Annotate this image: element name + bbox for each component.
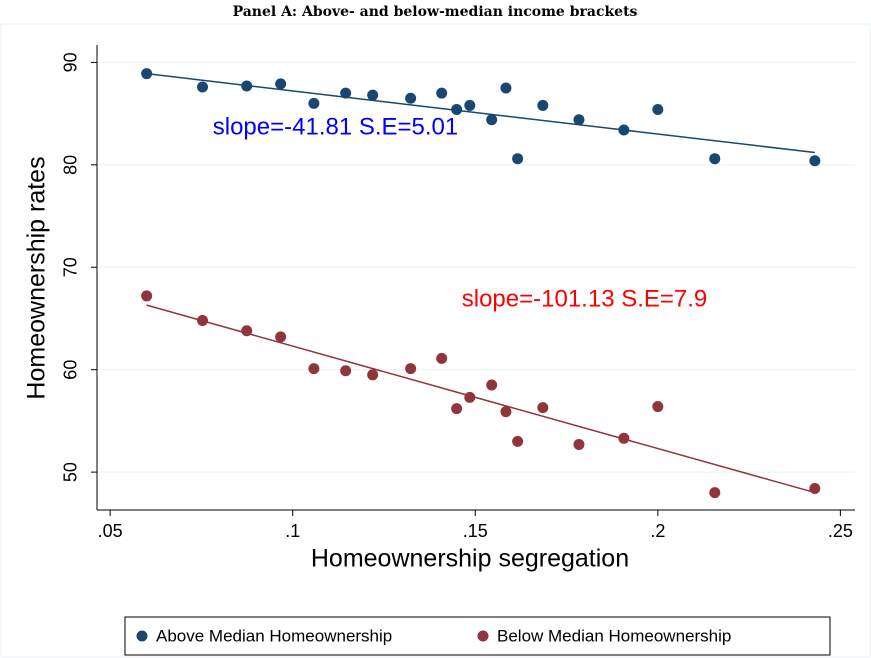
point (405, 92, 417, 104)
point (451, 403, 463, 415)
point (436, 87, 448, 99)
point (652, 104, 664, 116)
point (573, 438, 585, 450)
point (486, 379, 498, 391)
point (308, 97, 320, 109)
x-tick-label: .1 (285, 521, 300, 541)
point (537, 99, 549, 111)
x-tick-label: .05 (98, 521, 123, 541)
x-tick-label: .15 (463, 521, 488, 541)
y-tick-label: 50 (61, 462, 81, 482)
point (709, 153, 721, 165)
point (512, 153, 524, 165)
point (340, 87, 352, 99)
annotation: slope=-41.81 S.E=5.01 (213, 113, 459, 140)
point (618, 432, 630, 444)
point (486, 114, 498, 126)
x-tick-label: .2 (650, 521, 665, 541)
y-tick-label: 80 (61, 155, 81, 175)
point (500, 82, 512, 94)
y-tick-label: 60 (61, 360, 81, 380)
point (500, 406, 512, 418)
point (709, 487, 721, 499)
chart-title: Panel A: Above- and below-median income … (233, 4, 638, 20)
point (809, 482, 821, 494)
annotation: slope=-101.13 S.E=7.9 (462, 285, 708, 312)
point (451, 104, 463, 116)
point (141, 68, 153, 80)
fit-line (146, 72, 815, 154)
point (197, 81, 209, 93)
point (367, 89, 379, 101)
point (405, 363, 417, 375)
point (464, 391, 476, 403)
point (652, 401, 664, 413)
point (436, 352, 448, 364)
point (512, 435, 524, 447)
point (241, 80, 253, 92)
point (275, 331, 287, 343)
point (809, 155, 821, 167)
legend-marker (477, 630, 489, 642)
point (367, 369, 379, 381)
point (197, 315, 209, 327)
frame (0, 23, 871, 658)
legend-label: Above Median Homeownership (156, 626, 392, 645)
point (308, 363, 320, 375)
point (340, 365, 352, 377)
point (573, 114, 585, 126)
legend-label: Below Median Homeownership (497, 626, 731, 645)
y-tick-label: 70 (61, 257, 81, 277)
fit-line (146, 304, 816, 494)
x-axis-label: Homeownership segregation (311, 545, 629, 573)
x-tick-label: .25 (828, 521, 853, 541)
legend-marker (136, 630, 148, 642)
y-tick-label: 90 (61, 52, 81, 72)
point (464, 99, 476, 111)
point (537, 402, 549, 414)
point (618, 124, 630, 136)
point (141, 290, 153, 302)
y-axis-label: Homeownership rates (23, 156, 51, 399)
point (241, 325, 253, 337)
point (275, 78, 287, 90)
